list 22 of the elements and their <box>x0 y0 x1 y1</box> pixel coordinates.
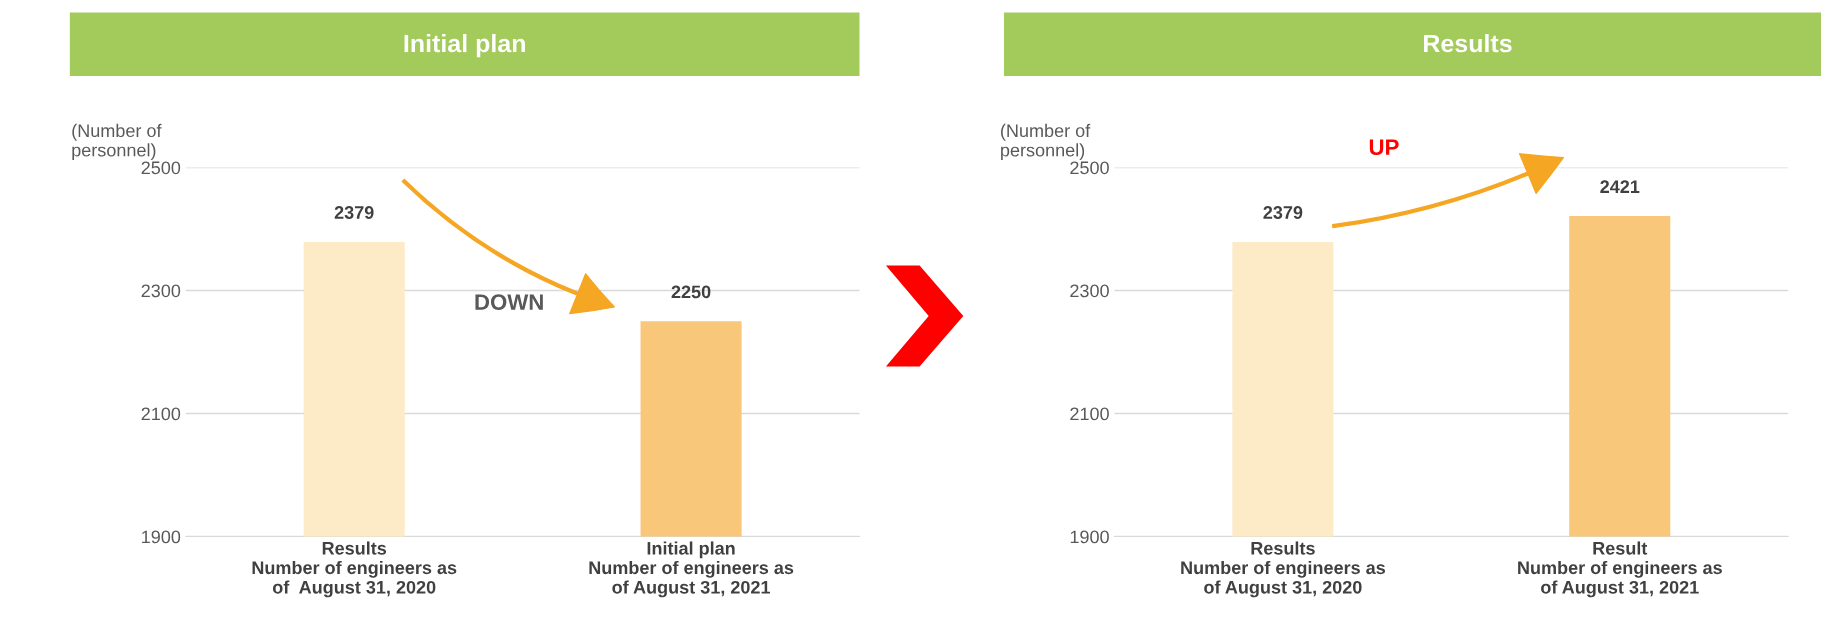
y-tick-label: 2100 <box>141 407 181 421</box>
chart-title: Initial plan <box>404 33 525 58</box>
y-tick-label: 1900 <box>142 530 181 544</box>
x-tick-label: Results Number of engineers as of August 31, 2020 <box>252 541 457 598</box>
y-axis-title: (Number of personnel) <box>1001 123 1091 161</box>
text: UP <box>1369 139 1399 155</box>
data-label: 2250 <box>671 285 711 299</box>
data-label: 2379 <box>334 206 374 219</box>
y-tick-label: 2300 <box>1070 284 1109 298</box>
x-tick-label: Result Number of engineers as of August 31, 2021 <box>1518 541 1722 598</box>
y-tick-label: 2100 <box>1070 407 1109 421</box>
chart-title: Results <box>1424 33 1512 53</box>
data-label: 2421 <box>1600 180 1640 193</box>
x-tick-label: Results Number of engineers as of August 31, 2020 <box>1181 541 1386 598</box>
data-label: 2379 <box>1263 206 1303 219</box>
y-axis-title: (Number of personnel) <box>72 123 162 161</box>
y-tick-label: 2300 <box>141 284 181 298</box>
annotation: DOWN <box>475 294 543 311</box>
x-tick-label: Initial plan Number of engineers as of August 31, 2021 <box>589 541 794 598</box>
y-tick-label: 2500 <box>1070 161 1109 175</box>
y-tick-label: 2500 <box>141 161 181 175</box>
y-tick-label: 1900 <box>1070 530 1109 544</box>
